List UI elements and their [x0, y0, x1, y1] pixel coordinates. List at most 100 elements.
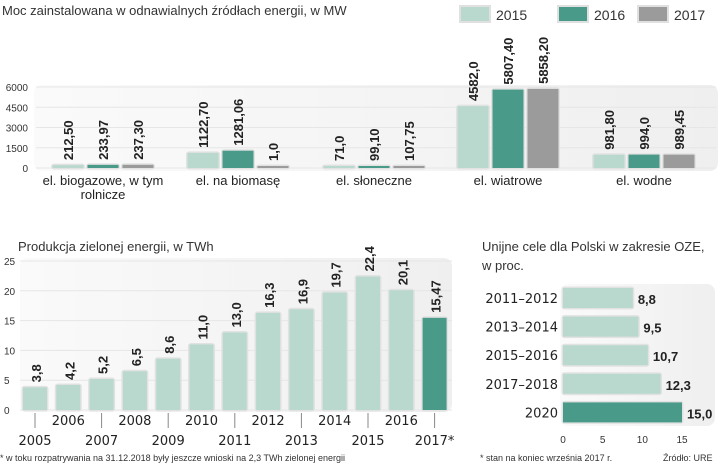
x-tick-label: 2012: [252, 414, 285, 429]
chart-title-line-1: Unijne cele dla Polski w zakresie OZE,: [482, 239, 705, 254]
bar-2015: [356, 276, 380, 410]
legend-swatch-2016: [557, 5, 589, 23]
data-label: 3,8: [29, 364, 44, 382]
bar-2007: [89, 379, 114, 410]
data-label: 99,10: [367, 128, 382, 161]
data-label: 981,80: [602, 110, 617, 150]
chart-title: Moc zainstalowana w odnawialnych źródłac…: [2, 3, 347, 18]
bar-2013: [289, 309, 314, 410]
category-label: el. wiatrowe: [474, 173, 543, 188]
source: Źródło: URE: [663, 453, 713, 463]
bar-2016: [87, 164, 119, 168]
data-label: 994,0: [637, 117, 652, 150]
x-tick-label: 2010: [185, 414, 218, 429]
data-label: 15,47: [429, 280, 444, 313]
legend-swatch-2017: [637, 5, 669, 23]
installed-capacity-chart: Moc zainstalowana w odnawialnych źródłac…: [2, 3, 718, 202]
data-label: 12,3: [666, 378, 691, 393]
chart-title: Produkcja zielonej energii, w TWh: [18, 239, 214, 254]
data-label: 5807,40: [501, 38, 516, 85]
data-label: 16,3: [262, 283, 277, 308]
data-label: 4,2: [62, 362, 77, 380]
bar-2017: [257, 166, 289, 168]
x-tick-label: 2007: [85, 434, 118, 449]
x-tick-label: 2006: [52, 414, 85, 429]
x-tick-label: 0: [560, 435, 566, 446]
category-label: 2013–2014: [485, 321, 558, 336]
data-label: 6,5: [129, 348, 144, 366]
data-label: 71,0: [332, 136, 347, 161]
data-label: 10,7: [653, 349, 678, 364]
bar-2017: [393, 166, 425, 168]
data-label: 1122,70: [196, 102, 211, 148]
bar-2005: [23, 387, 47, 410]
bar-2011: [222, 332, 247, 410]
data-label: 233,97: [96, 120, 111, 160]
y-tick-label: 15: [4, 317, 16, 328]
data-label: 1281,06: [231, 99, 246, 146]
y-tick-label: 20: [4, 287, 16, 298]
category-label: el. słoneczne: [336, 173, 412, 188]
bars: 2011–2012 8,8 2013–2014 9,5 2015–2016 10,7 201…: [485, 286, 712, 424]
footnote: * w toku rozpatrywania na 31.12.2018 był…: [0, 453, 345, 463]
legend-swatch-2015: [459, 5, 491, 23]
x-tick-label: 2013: [285, 434, 318, 449]
x-tick-label: 5: [600, 435, 606, 446]
bar-2017*: [422, 317, 447, 410]
data-label: 989,45: [672, 110, 687, 150]
bar-2010: [189, 344, 214, 410]
bar-2016: [222, 150, 254, 168]
bars: 3,8 2005 4,2 2006 5,2 2007 6,5 2008 8,6 2009 11,0 2…: [18, 245, 454, 449]
data-label: 8,6: [162, 336, 177, 354]
x-tick-label: 15: [676, 435, 688, 446]
x-tick-label: 2011: [218, 434, 251, 449]
data-label: 11,0: [196, 315, 211, 340]
bar-2006: [56, 384, 81, 410]
data-label: 16,9: [295, 279, 310, 304]
y-tick-label: 6000: [6, 83, 29, 94]
data-label: 107,75: [402, 121, 417, 161]
category-label: 2011–2012: [485, 292, 558, 307]
category-label: 2017–2018: [485, 378, 558, 393]
eu-targets-chart: Unijne cele dla Polski w zakresie OZE, w…: [480, 239, 715, 463]
data-label: 5858,20: [536, 37, 551, 84]
data-label: 15,0: [687, 406, 712, 421]
chart-title-line-2: w proc.: [481, 258, 524, 273]
bar-2016: [492, 89, 524, 168]
data-label: 212,50: [61, 120, 76, 160]
bar-2015: [187, 152, 219, 168]
category-label: 2015–2016: [485, 349, 558, 364]
bar-2015: [457, 106, 489, 168]
bar-2017: [527, 88, 559, 168]
bar-2020: [563, 402, 682, 423]
x-tick-label: 2017*: [415, 434, 455, 449]
x-tick-label: 2005: [18, 434, 51, 449]
bar-2016: [389, 290, 414, 410]
data-label: 237,30: [131, 120, 146, 160]
x-tick-label: 2009: [152, 434, 185, 449]
y-tick-label: 1500: [6, 144, 29, 155]
bar-2015–2016: [563, 345, 648, 366]
green-energy-production-chart: Produkcja zielonej energii, w TWh 0 5 10 15…: [0, 239, 455, 463]
bar-2011–2012: [563, 288, 633, 308]
category-label: rolnicze: [81, 187, 126, 202]
x-tick-label: 2016: [385, 414, 418, 429]
bar-2017–2018: [563, 373, 661, 394]
bar-2008: [122, 371, 147, 410]
bar-2009: [156, 358, 181, 410]
bar-2013–2014: [563, 316, 639, 337]
data-label: 13,0: [229, 302, 244, 327]
bar-2016: [628, 154, 660, 168]
y-tick-label: 3000: [6, 124, 29, 135]
x-tick-label: 2008: [118, 414, 151, 429]
bar-2015: [593, 154, 625, 168]
bar-2016: [358, 166, 390, 168]
legend-label: 2016: [594, 7, 625, 23]
category-label: 2020: [525, 406, 558, 421]
footnote: * stan na koniec września 2017 r.: [480, 453, 612, 463]
category-label: el. biogazowe, w tym: [43, 173, 164, 188]
y-tick-label: 25: [4, 257, 16, 268]
data-label: 4582,0: [466, 61, 481, 101]
data-label: 1,0: [266, 143, 281, 161]
y-tick-label: 4500: [6, 103, 29, 114]
